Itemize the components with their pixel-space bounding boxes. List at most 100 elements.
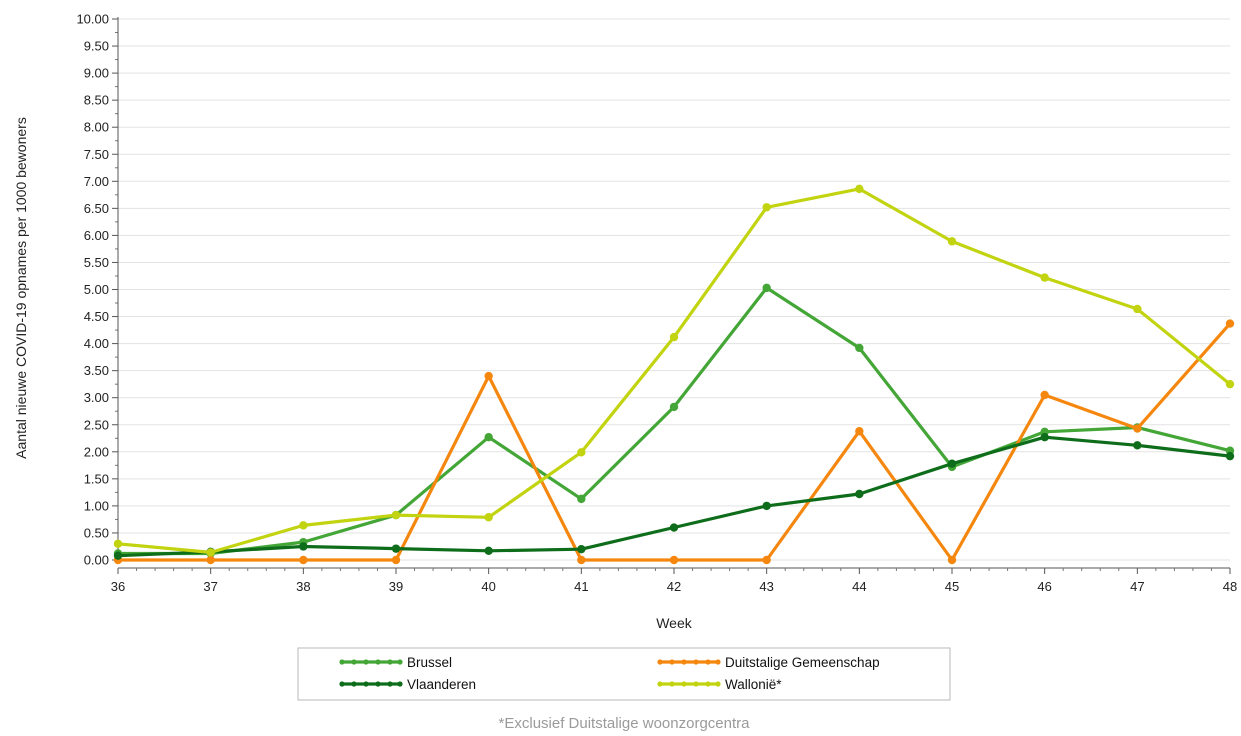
legend-swatch-marker: [375, 681, 381, 687]
data-point: [484, 513, 493, 522]
data-point: [855, 184, 864, 194]
legend-item: Wallonië*: [657, 677, 782, 692]
data-point: [113, 539, 123, 548]
data-point: [762, 283, 771, 293]
x-tick-label: 42: [667, 579, 681, 594]
legend-swatch-marker: [397, 659, 403, 665]
data-point: [391, 510, 401, 520]
data-point: [947, 555, 957, 565]
legend-swatch-marker: [351, 681, 357, 687]
legend-swatch-marker: [363, 659, 369, 665]
data-point: [669, 402, 679, 412]
x-tick-label: 48: [1223, 579, 1237, 594]
data-point: [484, 546, 493, 556]
x-tick-label: 40: [481, 579, 495, 594]
x-tick-label: 36: [111, 579, 125, 594]
legend-swatch-marker: [387, 681, 393, 687]
legend-box: [297, 647, 951, 701]
data-point: [577, 494, 586, 504]
y-tick-label: 9.50: [84, 39, 109, 54]
data-point: [1040, 390, 1049, 400]
y-tick-label: 2.50: [84, 417, 109, 432]
legend-swatch-marker: [375, 659, 381, 665]
data-point: [577, 555, 586, 565]
data-point: [762, 501, 771, 511]
y-tick-label: 1.50: [84, 471, 109, 486]
data-point: [1133, 304, 1142, 314]
data-point: [206, 555, 215, 565]
y-tick-label: 7.00: [84, 174, 109, 189]
legend-swatch-marker: [681, 681, 687, 687]
data-point: [299, 521, 308, 530]
data-point: [1040, 432, 1049, 442]
legend-swatch-marker: [693, 659, 699, 665]
legend-label: Duitstalige Gemeenschap: [725, 655, 880, 670]
data-point: [762, 555, 771, 565]
data-point: [947, 459, 957, 468]
legend-item: Brussel: [339, 655, 452, 670]
data-point: [299, 542, 308, 551]
data-point: [669, 555, 679, 565]
y-tick-label: 3.50: [84, 363, 109, 378]
data-point: [484, 371, 493, 381]
legend-swatch-marker: [657, 659, 663, 665]
legend-swatch-marker: [705, 681, 711, 687]
y-tick-label: 9.00: [84, 66, 109, 81]
legend-swatch-marker: [339, 659, 345, 665]
data-point: [484, 432, 493, 442]
x-tick-label: 47: [1130, 579, 1144, 594]
y-axis-label: Aantal nieuwe COVID-19 opnames per 1000 …: [13, 117, 29, 459]
x-axis-label: Week: [656, 615, 693, 631]
legend-swatch-marker: [705, 659, 711, 665]
y-tick-label: 3.00: [84, 390, 109, 405]
x-tick-label: 46: [1037, 579, 1051, 594]
series-line: [117, 435, 1231, 558]
legend-label: Wallonië*: [725, 677, 782, 692]
legend-swatch-marker: [669, 659, 675, 665]
data-point: [299, 555, 308, 565]
y-tick-label: 4.50: [84, 309, 109, 324]
data-point: [391, 544, 401, 553]
legend-swatch-marker: [397, 681, 403, 687]
x-tick-label: 37: [203, 579, 217, 594]
legend-swatch-marker: [387, 659, 393, 665]
data-point: [855, 489, 864, 499]
data-point: [113, 551, 123, 560]
legend-swatch-marker: [339, 681, 345, 687]
legend-swatch-marker: [657, 681, 663, 687]
legend-item: Duitstalige Gemeenschap: [657, 655, 880, 670]
x-tick-label: 45: [945, 579, 959, 594]
data-point: [577, 448, 586, 457]
series-group: [113, 184, 1235, 565]
legend-swatch-marker: [669, 681, 675, 687]
data-point: [1133, 424, 1142, 433]
x-tick-label: 41: [574, 579, 588, 594]
x-tick-label: 44: [852, 579, 866, 594]
data-point: [1225, 451, 1235, 461]
x-axis: 36 37 38 39 40 41 42 43 44 45 46 47 48: [111, 567, 1237, 594]
data-point: [1225, 319, 1235, 328]
y-tick-label: 0.50: [84, 525, 109, 540]
legend-swatch-marker: [681, 659, 687, 665]
data-point: [1225, 379, 1235, 389]
footnote: *Exclusief Duitstalige woonzorgcentra: [499, 715, 751, 732]
x-tick-label: 43: [759, 579, 773, 594]
data-point: [762, 203, 771, 212]
legend: Brussel Duitstalige Gemeenschap Vlaanderen…: [297, 647, 951, 701]
legend-swatch-marker: [351, 659, 357, 665]
data-point: [669, 332, 679, 342]
legend-swatch-marker: [363, 681, 369, 687]
data-point: [947, 237, 957, 246]
x-tick-label: 38: [296, 579, 310, 594]
data-point: [669, 523, 679, 532]
y-axis: 0.00 0.50 1.00 1.50 2.00 2.50 3.00 3.50 4.00 4.50…: [76, 12, 119, 568]
y-tick-label: 5.50: [84, 255, 109, 270]
legend-item: Vlaanderen: [339, 677, 476, 692]
data-point: [855, 427, 864, 436]
data-point: [577, 544, 586, 554]
y-tick-label: 6.00: [84, 228, 109, 243]
data-point: [1040, 273, 1049, 282]
data-point: [391, 555, 401, 565]
x-tick-label: 39: [389, 579, 403, 594]
